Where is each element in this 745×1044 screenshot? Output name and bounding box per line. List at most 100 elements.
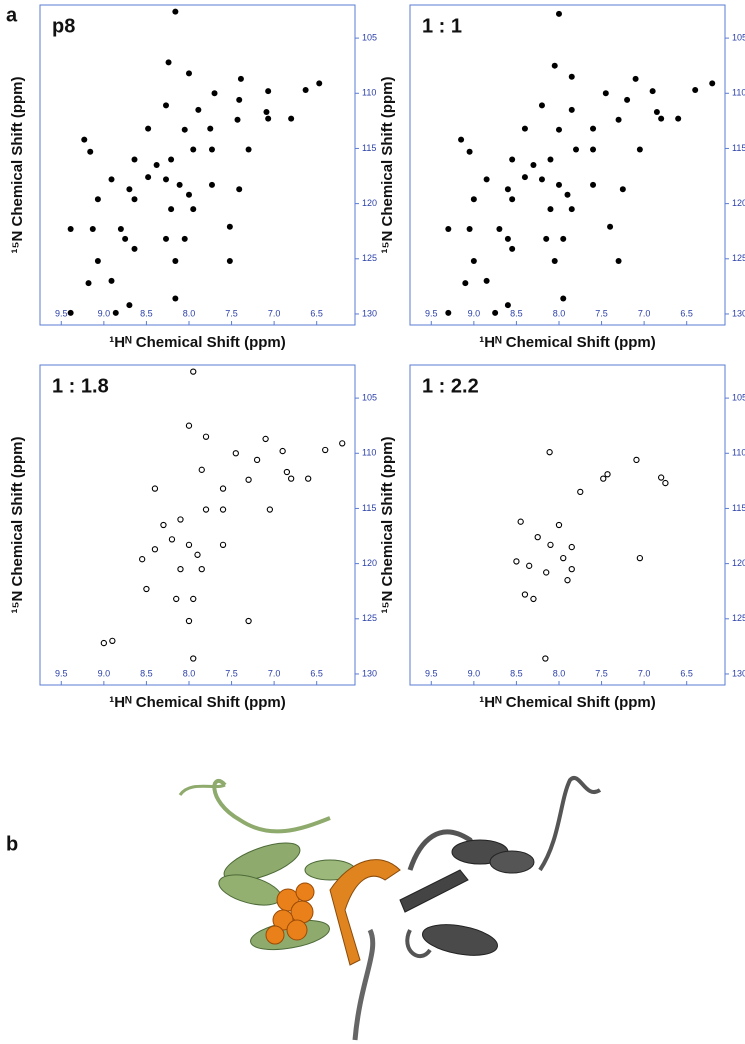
peak <box>190 595 197 603</box>
peak <box>709 80 716 87</box>
loop <box>407 829 483 871</box>
x-tick-label: 9.0 <box>98 668 111 678</box>
peak <box>160 521 167 529</box>
y-tick-label: 120 <box>362 198 377 208</box>
peak <box>67 309 74 316</box>
peak <box>560 235 567 242</box>
x-tick-label: 6.5 <box>680 308 693 318</box>
x-tick-label: 7.0 <box>268 668 281 678</box>
peak <box>287 475 295 482</box>
x-tick-label: 8.0 <box>183 308 196 318</box>
peak <box>181 126 188 133</box>
peak <box>100 639 108 647</box>
peak <box>568 73 575 80</box>
peak <box>232 450 239 457</box>
peak <box>600 475 607 482</box>
y-tick-label: 110 <box>732 88 745 98</box>
peak <box>547 156 554 163</box>
peak <box>168 536 176 543</box>
peak <box>466 226 473 232</box>
peak <box>139 556 146 563</box>
peak <box>445 309 452 316</box>
peak <box>198 565 205 573</box>
peak <box>504 186 511 193</box>
peak <box>316 80 323 87</box>
peak <box>165 59 172 66</box>
y-tick-label: 115 <box>732 503 745 513</box>
peak <box>112 309 119 316</box>
peak <box>145 125 152 132</box>
x-tick-label: 7.0 <box>268 308 281 318</box>
peak <box>538 176 545 183</box>
peak <box>226 258 233 264</box>
y-tick-label: 120 <box>732 558 745 568</box>
peak <box>470 196 477 203</box>
x-tick-label: 6.5 <box>310 668 323 678</box>
peak <box>177 565 184 573</box>
peak <box>577 488 584 496</box>
x-tick-label: 9.5 <box>55 668 68 678</box>
peak <box>636 554 644 562</box>
peak <box>657 474 665 481</box>
peak <box>555 10 562 17</box>
peak <box>185 191 192 198</box>
peak <box>555 181 562 188</box>
peak <box>658 115 665 122</box>
peak <box>208 146 215 153</box>
nmr-panel: 1 : 1.8 ¹Hᴺ Chemical Shift (ppm) ¹⁵N Chemi… <box>9 364 377 711</box>
peak <box>226 223 233 230</box>
peak <box>590 146 597 153</box>
x-axis-label: ¹Hᴺ Chemical Shift (ppm) <box>479 694 656 711</box>
peak <box>190 206 197 213</box>
peak <box>653 109 660 116</box>
nmr-panel: 1 : 1 ¹Hᴺ Chemical Shift (ppm) ¹⁵N Chemica… <box>379 4 745 351</box>
helix <box>223 842 301 882</box>
protein-structure <box>178 775 602 1041</box>
x-tick-label: 7.0 <box>638 668 651 678</box>
peak <box>236 186 243 193</box>
helix <box>421 924 499 956</box>
peak <box>245 146 252 153</box>
y-tick-label: 130 <box>732 308 745 318</box>
peak <box>211 90 218 97</box>
peak <box>168 156 175 163</box>
y-tick-label: 130 <box>362 308 377 318</box>
y-tick-label: 130 <box>732 668 745 678</box>
peak <box>305 475 312 482</box>
strand <box>329 859 401 966</box>
loop <box>178 783 226 797</box>
peak <box>126 186 133 193</box>
peak <box>466 148 473 155</box>
peak <box>542 655 549 662</box>
y-axis-label: ¹⁵N Chemical Shift (ppm) <box>379 76 396 253</box>
x-tick-label: 7.5 <box>225 308 238 318</box>
peak <box>208 181 215 188</box>
peak <box>624 96 631 103</box>
peak <box>538 102 545 109</box>
peak <box>108 277 115 284</box>
peak <box>185 422 193 429</box>
y-tick-label: 125 <box>362 613 377 623</box>
loop <box>212 778 331 834</box>
peak <box>590 125 597 132</box>
x-axis-label: ¹Hᴺ Chemical Shift (ppm) <box>109 694 286 711</box>
x-tick-label: 9.5 <box>425 308 438 318</box>
peak <box>339 440 346 447</box>
peak <box>470 258 477 264</box>
peak <box>509 156 516 163</box>
peak <box>253 456 261 464</box>
panel-title: 1 : 1.8 <box>52 375 109 397</box>
peak <box>546 449 553 456</box>
panel-title: 1 : 1 <box>422 15 462 37</box>
panel-title: 1 : 2.2 <box>422 375 479 397</box>
peak <box>675 115 682 122</box>
peak <box>163 102 169 109</box>
plot-frame <box>409 364 726 686</box>
peak <box>509 245 516 252</box>
peak <box>195 106 202 113</box>
peak <box>322 446 329 454</box>
x-tick-label: 7.5 <box>225 668 238 678</box>
peak <box>67 226 74 232</box>
peak <box>283 468 291 476</box>
panel-label: a <box>6 4 18 26</box>
